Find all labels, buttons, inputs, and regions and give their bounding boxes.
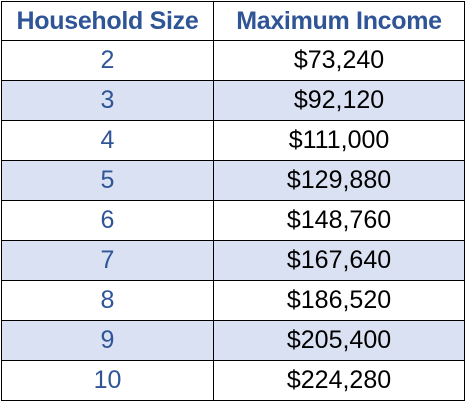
income-limits-table: Household Size Maximum Income 2 $73,240 … (1, 1, 465, 401)
maximum-income-cell: $111,000 (213, 120, 465, 161)
table-row: 2 $73,240 (1, 40, 465, 81)
header-row: Household Size Maximum Income (1, 1, 465, 41)
maximum-income-cell: $92,120 (213, 80, 465, 121)
maximum-income-cell: $129,880 (213, 160, 465, 201)
maximum-income-cell: $167,640 (213, 240, 465, 281)
household-size-cell: 2 (1, 40, 214, 81)
table-row: 4 $111,000 (1, 120, 465, 161)
household-size-cell: 4 (1, 120, 214, 161)
table-row: 7 $167,640 (1, 240, 465, 281)
household-size-cell: 3 (1, 80, 214, 121)
maximum-income-cell: $205,400 (213, 320, 465, 361)
household-size-cell: 5 (1, 160, 214, 201)
maximum-income-cell: $186,520 (213, 280, 465, 321)
household-size-cell: 10 (1, 360, 214, 401)
header-maximum-income: Maximum Income (213, 1, 465, 41)
table-row: 10 $224,280 (1, 360, 465, 401)
table-row: 8 $186,520 (1, 280, 465, 321)
table-row: 9 $205,400 (1, 320, 465, 361)
maximum-income-cell: $224,280 (213, 360, 465, 401)
header-household-size: Household Size (1, 1, 214, 41)
table-row: 6 $148,760 (1, 200, 465, 241)
table-row: 5 $129,880 (1, 160, 465, 201)
household-size-cell: 8 (1, 280, 214, 321)
household-size-cell: 6 (1, 200, 214, 241)
maximum-income-cell: $148,760 (213, 200, 465, 241)
household-size-cell: 9 (1, 320, 214, 361)
table-row: 3 $92,120 (1, 80, 465, 121)
maximum-income-cell: $73,240 (213, 40, 465, 81)
household-size-cell: 7 (1, 240, 214, 281)
